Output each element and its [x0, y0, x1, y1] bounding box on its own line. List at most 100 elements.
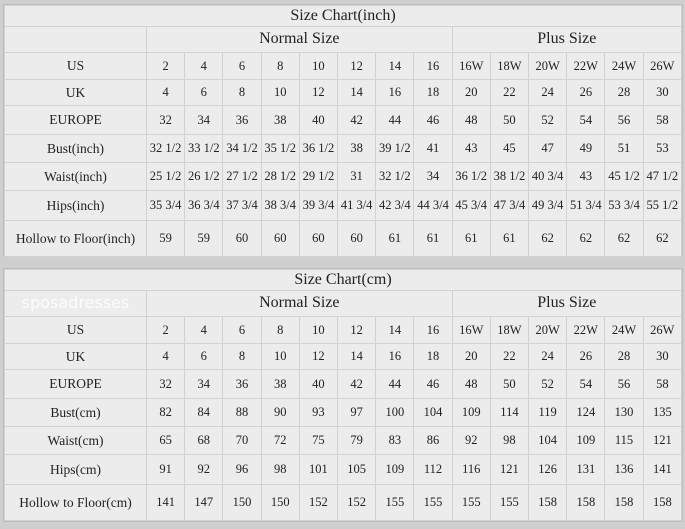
size-cell: 12 — [298, 79, 339, 106]
normal-size-header: Normal Size — [146, 290, 453, 317]
size-cell: 150 — [222, 484, 262, 521]
size-cell: 4 — [145, 343, 186, 370]
size-cell: 112 — [413, 454, 453, 485]
row-label: UK — [4, 343, 147, 370]
size-cell: 155 — [489, 484, 530, 521]
size-cell: 28 1/2 — [260, 162, 300, 191]
size-cell: 22W — [566, 52, 606, 80]
size-cell: 42 — [337, 369, 377, 399]
size-cell: 14 — [337, 79, 377, 106]
corner-cell: sposadresses — [4, 290, 147, 317]
size-cell: 60 — [260, 220, 300, 257]
size-cell: 39 1/2 — [375, 134, 415, 163]
row-label: EUROPE — [4, 105, 147, 135]
size-cell: 61 — [413, 220, 453, 257]
size-cell: 50 — [489, 105, 530, 135]
size-cell: 158 — [642, 484, 683, 521]
size-cell: 53 3/4 — [604, 190, 644, 221]
size-cell: 16 — [413, 316, 453, 344]
size-cell: 47 3/4 — [489, 190, 530, 221]
size-cell: 14 — [337, 343, 377, 370]
size-cell: 34 — [184, 105, 224, 135]
size-cell: 12 — [337, 52, 377, 80]
size-cell: 49 — [566, 134, 606, 163]
size-cell: 136 — [604, 454, 644, 485]
size-cell: 92 — [451, 426, 491, 455]
size-cell: 29 1/2 — [298, 162, 339, 191]
size-cell: 60 — [222, 220, 262, 257]
size-cell: 40 3/4 — [528, 162, 568, 191]
size-cell: 75 — [298, 426, 339, 455]
table-row: EUROPE 32 34 36 38 40 42 44 46 48 50 52 54 56 58 — [4, 369, 683, 399]
size-cell: 121 — [489, 454, 530, 485]
size-cell: 6 — [222, 316, 262, 344]
size-cell: 45 1/2 — [604, 162, 644, 191]
size-cell: 147 — [184, 484, 224, 521]
table-row: Hips(inch) 35 3/4 36 3/4 37 3/4 38 3/4 39 3/4… — [4, 190, 683, 221]
size-cell: 4 — [184, 316, 224, 344]
size-cell: 40 — [298, 105, 339, 135]
table-row: US 2 4 6 8 10 12 14 16 16W 18W 20W 22W 24W 26W — [4, 52, 683, 80]
size-cell: 18W — [489, 52, 530, 80]
size-cell: 28 — [604, 343, 644, 370]
size-cell: 83 — [375, 426, 415, 455]
size-cell: 34 1/2 — [222, 134, 262, 163]
size-cell: 12 — [298, 343, 339, 370]
size-cell: 14 — [375, 52, 415, 80]
size-cell: 135 — [642, 398, 683, 427]
size-cell: 36 — [222, 105, 262, 135]
size-cell: 26W — [642, 52, 683, 80]
size-cell: 119 — [528, 398, 568, 427]
size-cell: 42 3/4 — [375, 190, 415, 221]
size-cell: 43 — [566, 162, 606, 191]
size-cell: 90 — [260, 398, 300, 427]
size-cell: 109 — [375, 454, 415, 485]
size-cell: 50 — [489, 369, 530, 399]
size-cell: 10 — [260, 79, 300, 106]
size-cell: 45 3/4 — [451, 190, 491, 221]
size-cell: 36 1/2 — [298, 134, 339, 163]
size-cell: 25 1/2 — [145, 162, 186, 191]
row-label: Hollow to Floor(inch) — [4, 220, 147, 257]
size-cell: 18W — [489, 316, 530, 344]
row-label: EUROPE — [4, 369, 147, 399]
size-cell: 56 — [604, 105, 644, 135]
size-cell: 20 — [451, 79, 491, 106]
size-cell: 6 — [184, 79, 224, 106]
chart-title: Size Chart(cm) — [4, 269, 682, 291]
size-cell: 84 — [184, 398, 224, 427]
size-cell: 155 — [413, 484, 453, 521]
size-cell: 22 — [489, 343, 530, 370]
size-cell: 115 — [604, 426, 644, 455]
size-cell: 16 — [413, 52, 453, 80]
size-cell: 40 — [298, 369, 339, 399]
table-row: Hollow to Floor(cm) 141 147 150 150 152 152 155… — [4, 484, 683, 521]
size-cell: 141 — [145, 484, 186, 521]
size-cell: 150 — [260, 484, 300, 521]
size-cell: 109 — [451, 398, 491, 427]
size-cell: 97 — [337, 398, 377, 427]
size-cell: 20 — [451, 343, 491, 370]
size-cell: 24W — [604, 316, 644, 344]
size-cell: 131 — [566, 454, 606, 485]
size-cell: 36 3/4 — [184, 190, 224, 221]
size-cell: 24 — [528, 79, 568, 106]
size-cell: 8 — [222, 343, 262, 370]
size-cell: 44 — [375, 369, 415, 399]
size-cell: 14 — [375, 316, 415, 344]
size-cell: 86 — [413, 426, 453, 455]
size-cell: 16 — [375, 79, 415, 106]
size-cell: 33 1/2 — [184, 134, 224, 163]
size-cell: 26 1/2 — [184, 162, 224, 191]
row-label: Hips(inch) — [4, 190, 147, 221]
size-cell: 91 — [145, 454, 186, 485]
row-label: US — [4, 52, 147, 80]
size-cell: 45 — [489, 134, 530, 163]
size-cell: 32 — [145, 105, 186, 135]
size-cell: 16 — [375, 343, 415, 370]
size-cell: 62 — [528, 220, 568, 257]
size-cell: 16W — [451, 52, 491, 80]
size-cell: 38 3/4 — [260, 190, 300, 221]
size-cell: 53 — [642, 134, 683, 163]
size-cell: 31 — [337, 162, 377, 191]
